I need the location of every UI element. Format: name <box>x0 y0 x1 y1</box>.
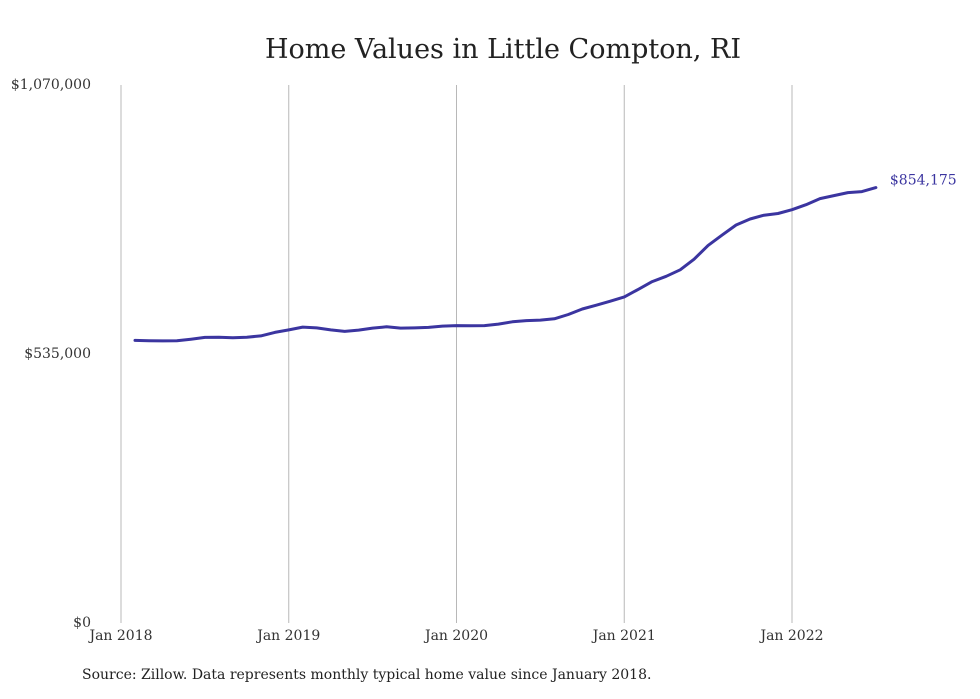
y-tick-label: $535,000 <box>24 346 91 362</box>
y-tick-label: $0 <box>73 615 91 631</box>
axis-layer: Jan 2018 Jan 2019 Jan 2020 Jan 2021 Jan 2022… <box>11 77 824 644</box>
x-tick-label: Jan 2022 <box>758 628 823 644</box>
series-layer: $854,175 <box>133 173 957 343</box>
x-tick-label: Jan 2021 <box>591 628 656 644</box>
x-tick-label: Jan 2018 <box>87 628 152 644</box>
end-value-label: $854,175 <box>890 173 957 189</box>
series-line-0 <box>133 186 878 343</box>
chart-title: Home Values in Little Compton, RI <box>265 34 741 65</box>
y-tick-label: $1,070,000 <box>11 77 91 93</box>
grid-layer <box>120 85 793 623</box>
source-note: Source: Zillow. Data represents monthly … <box>82 667 652 683</box>
x-tick-label: Jan 2019 <box>255 628 320 644</box>
x-tick-label: Jan 2020 <box>423 628 488 644</box>
